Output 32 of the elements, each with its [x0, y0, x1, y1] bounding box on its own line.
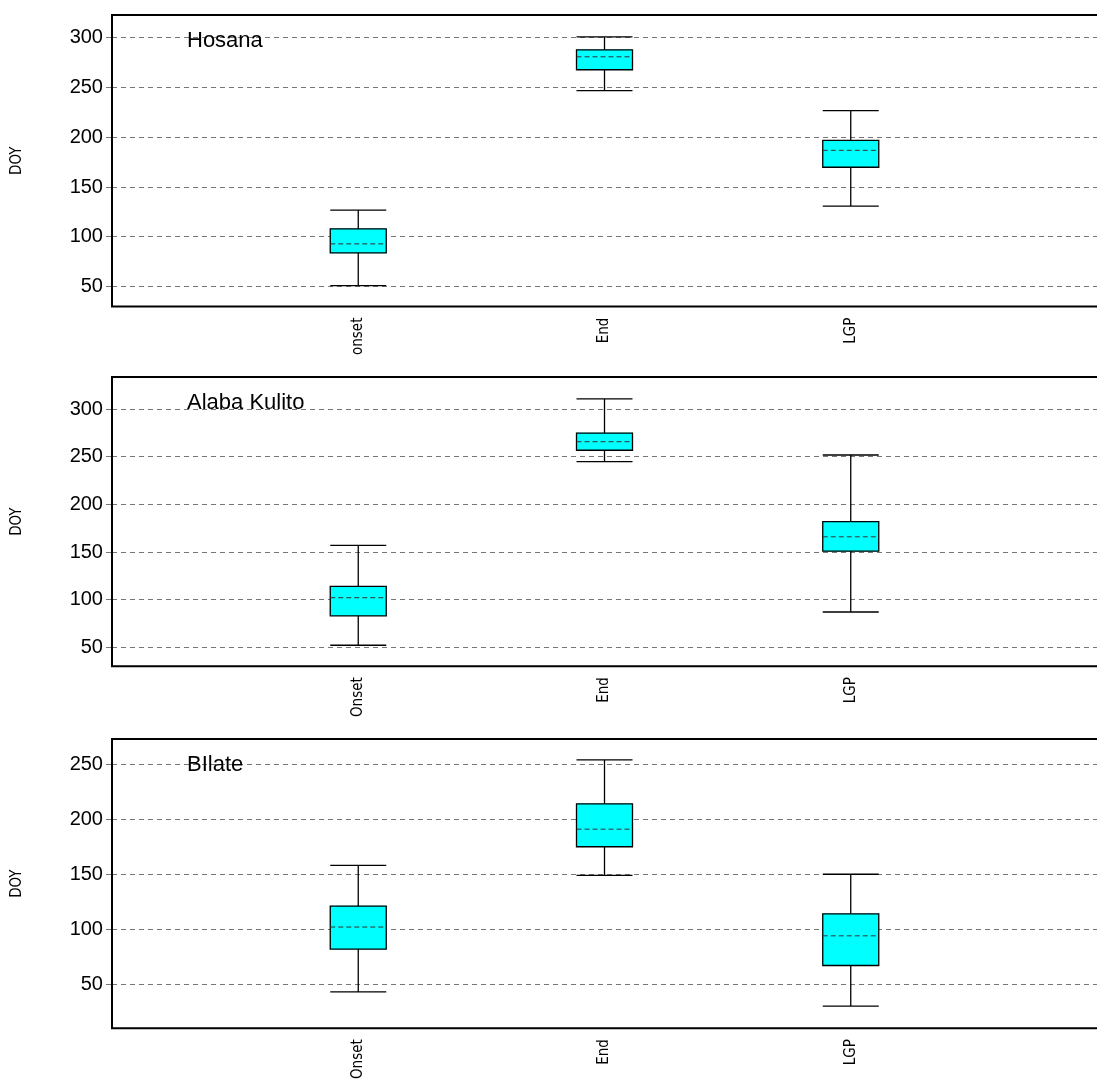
y-tick-label: 300	[69, 396, 103, 419]
x-tick-label: End	[594, 317, 613, 344]
y-tick-label: 50	[80, 971, 103, 994]
y-axis-title: DOY	[6, 506, 25, 536]
y-tick-label: 200	[69, 806, 103, 829]
y-tick-label: 50	[80, 274, 103, 297]
text: Hosana	[187, 27, 264, 53]
y-tick-label: 300	[69, 25, 103, 48]
text: BIlate	[187, 751, 244, 777]
x-tick-label: onset	[348, 317, 367, 355]
text: Alaba Kulito	[187, 389, 305, 415]
x-tick-label: LGP	[840, 677, 859, 704]
y-tick-label: 100	[69, 224, 103, 247]
x-tick-label: LGP	[840, 1039, 859, 1066]
y-axis-title: DOY	[6, 145, 25, 175]
y-tick-label: 150	[69, 539, 103, 562]
y-tick-label: 250	[69, 75, 103, 98]
y-tick-label: 150	[69, 861, 103, 884]
y-tick-label: 250	[69, 444, 103, 467]
y-tick-label: 200	[69, 491, 103, 514]
y-axis-title: DOY	[6, 868, 25, 898]
y-tick-label: 100	[69, 916, 103, 939]
y-tick-label: 100	[69, 587, 103, 610]
x-tick-label: End	[594, 1039, 613, 1065]
y-tick-label: 150	[69, 174, 103, 197]
y-tick-label: 200	[69, 124, 103, 147]
y-tick-label: 50	[80, 634, 103, 657]
x-tick-label: Onset	[348, 677, 367, 718]
x-tick-label: End	[594, 677, 613, 703]
y-tick-label: 250	[69, 751, 103, 774]
x-tick-label: Onset	[348, 1039, 367, 1080]
x-tick-label: LGP	[840, 317, 859, 344]
